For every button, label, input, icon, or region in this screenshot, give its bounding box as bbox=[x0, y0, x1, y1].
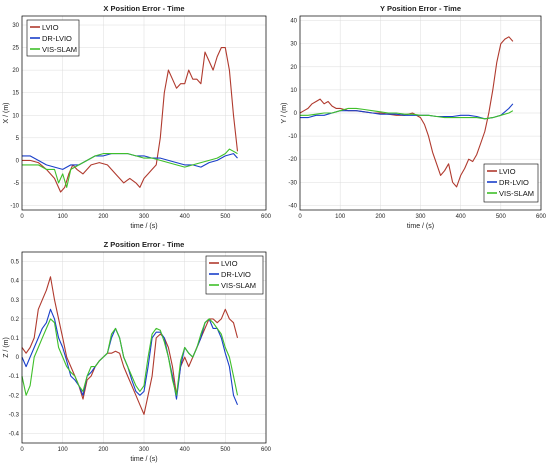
series-line-vis-slam bbox=[300, 107, 514, 120]
y-axis-label: X / (m) bbox=[3, 103, 10, 124]
y-tick-label: -0.1 bbox=[9, 374, 20, 380]
x-tick-label: 0 bbox=[298, 214, 302, 220]
series-line-vis-slam bbox=[21, 318, 239, 396]
y-tick-label: 0.5 bbox=[11, 260, 20, 266]
x-tick-label: 500 bbox=[220, 214, 231, 220]
x-tick-label: 600 bbox=[261, 214, 272, 220]
y-tick-label: -0.2 bbox=[9, 393, 20, 399]
x-axis-label: time / (s) bbox=[130, 456, 157, 463]
legend-entry: LVIO bbox=[221, 259, 238, 268]
series-line-lvio bbox=[299, 36, 514, 188]
x-tick-label: 300 bbox=[415, 214, 426, 220]
y-tick-label: 0.1 bbox=[11, 336, 20, 342]
x-axis-label: time / (s) bbox=[130, 223, 157, 230]
y-tick-label: 40 bbox=[290, 19, 297, 25]
y-tick-label: -10 bbox=[288, 134, 297, 140]
y-tick-label: 0.3 bbox=[11, 298, 20, 304]
legend-entry: VIS-SLAM bbox=[499, 189, 534, 198]
y-tick-label: 30 bbox=[290, 42, 297, 48]
x-tick-label: 100 bbox=[58, 214, 69, 220]
series-line-dr-lvio bbox=[21, 308, 239, 406]
y-tick-label: -5 bbox=[14, 181, 20, 187]
y-tick-label: 20 bbox=[290, 65, 297, 71]
chart-0: 0 100 200 300 400 500 600 -10 -5 0 5 10 15 20 25 30 X Po… bbox=[3, 4, 272, 230]
y-tick-label: -30 bbox=[288, 180, 297, 186]
x-tick-label: 600 bbox=[536, 214, 547, 220]
x-tick-label: 200 bbox=[98, 214, 109, 220]
chart-title: Y Position Error - Time bbox=[380, 4, 461, 13]
plot-frame bbox=[21, 251, 267, 444]
y-axis-label: Y / (m) bbox=[281, 103, 288, 124]
chart-title: Z Position Error - Time bbox=[104, 240, 185, 249]
x-tick-label: 100 bbox=[335, 214, 346, 220]
legend-entry: LVIO bbox=[499, 167, 516, 176]
y-tick-label: 0 bbox=[16, 158, 20, 164]
x-tick-label: 500 bbox=[220, 447, 231, 453]
y-tick-label: 30 bbox=[12, 23, 19, 29]
y-tick-label: 0 bbox=[16, 355, 20, 361]
legend-entry: DR-LVIO bbox=[499, 178, 529, 187]
x-tick-label: 0 bbox=[20, 447, 24, 453]
x-tick-label: 300 bbox=[139, 214, 150, 220]
x-tick-label: 600 bbox=[261, 447, 272, 453]
y-tick-label: 0.4 bbox=[11, 279, 20, 285]
y-tick-label: -40 bbox=[288, 203, 297, 209]
chart-1: 0 100 200 300 400 500 600 -40 -30 -20 -10 0 10 20 30 40… bbox=[281, 4, 547, 230]
chart-title: X Position Error - Time bbox=[103, 4, 184, 13]
x-tick-label: 400 bbox=[456, 214, 467, 220]
legend-entry: VIS-SLAM bbox=[221, 281, 256, 290]
x-tick-label: 0 bbox=[20, 214, 24, 220]
y-tick-label: -10 bbox=[10, 203, 19, 209]
legend-entry: VIS-SLAM bbox=[42, 45, 77, 54]
series-line-vis-slam bbox=[22, 148, 238, 188]
plot-frame bbox=[21, 15, 267, 211]
y-axis-label: Z / (m) bbox=[3, 337, 10, 358]
y-tick-label: 10 bbox=[12, 113, 19, 119]
y-tick-label: 10 bbox=[290, 88, 297, 94]
legend-entry: DR-LVIO bbox=[221, 270, 251, 279]
y-tick-label: 0 bbox=[294, 111, 298, 117]
y-tick-label: -0.3 bbox=[9, 412, 20, 418]
x-tick-label: 400 bbox=[180, 447, 191, 453]
y-tick-label: 15 bbox=[12, 91, 19, 97]
legend-entry: LVIO bbox=[42, 23, 59, 32]
x-tick-label: 500 bbox=[496, 214, 507, 220]
legend-entry: DR-LVIO bbox=[42, 34, 72, 43]
y-tick-label: 0.2 bbox=[11, 317, 20, 323]
x-axis-label: time / (s) bbox=[407, 223, 434, 230]
y-tick-label: 25 bbox=[12, 46, 19, 52]
plot-frame bbox=[299, 15, 542, 211]
y-tick-label: -20 bbox=[288, 157, 297, 163]
series-line-lvio bbox=[22, 47, 239, 193]
y-tick-label: 20 bbox=[12, 68, 19, 74]
x-tick-label: 200 bbox=[375, 214, 386, 220]
y-tick-label: -0.4 bbox=[9, 431, 20, 437]
x-tick-label: 300 bbox=[139, 447, 150, 453]
x-tick-label: 400 bbox=[180, 214, 191, 220]
chart-2: 0 100 200 300 400 500 600 -0.4 -0.3 -0.2 -0.1 0 0.1 0… bbox=[3, 240, 272, 463]
x-tick-label: 100 bbox=[58, 447, 69, 453]
y-tick-label: 5 bbox=[16, 136, 20, 142]
x-tick-label: 200 bbox=[98, 447, 109, 453]
